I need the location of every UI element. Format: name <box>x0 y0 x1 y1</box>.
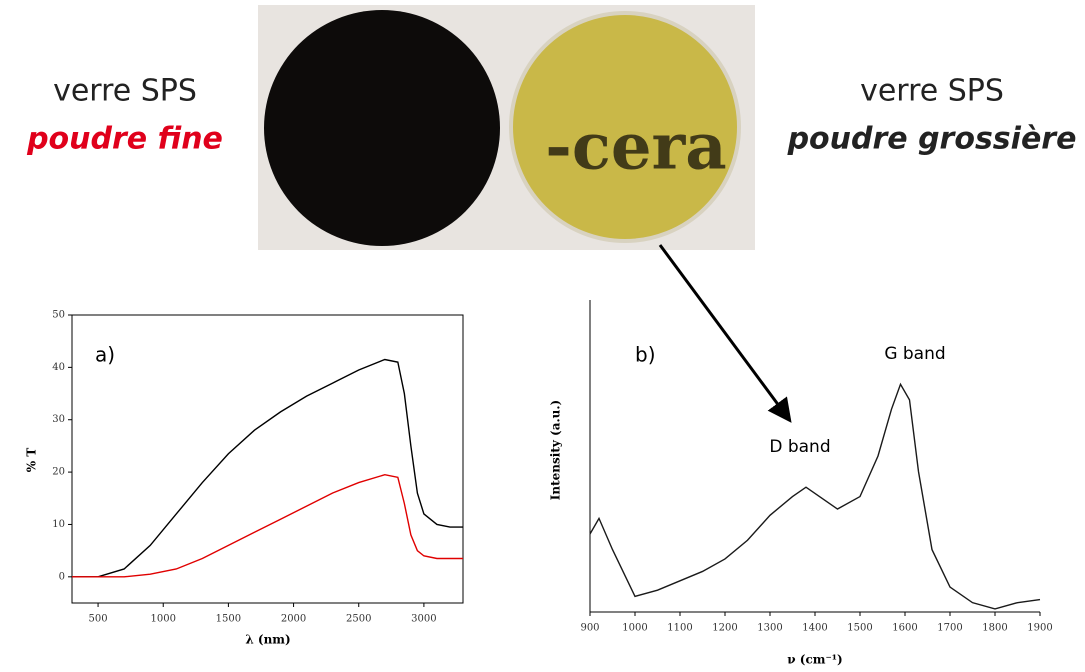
x-tick-label: 1200 <box>712 623 737 634</box>
data-line <box>589 382 1041 610</box>
x-tick-label: 1400 <box>802 623 827 634</box>
y-axis-label: Intensity (a.u.) <box>549 400 563 500</box>
x-tick-label: 2500 <box>346 614 371 625</box>
x-tick-label: 1700 <box>937 623 962 634</box>
x-tick-label: 1900 <box>1027 623 1052 634</box>
y-tick-label: 0 <box>59 571 65 582</box>
black-disk <box>264 10 500 246</box>
y-tick-label: 30 <box>52 414 65 425</box>
right-label-sub: poudre grossière <box>787 122 1077 157</box>
x-tick-label: 2000 <box>281 614 306 625</box>
y-tick-label: 50 <box>52 310 65 321</box>
x-tick-label: 500 <box>89 614 108 625</box>
left-label-sub: poudre fine <box>26 122 223 157</box>
left-label: verre SPS <box>53 74 197 109</box>
x-tick-label: 1000 <box>622 623 647 634</box>
y-tick-label: 20 <box>52 467 65 478</box>
x-tick-label: 1600 <box>892 623 917 634</box>
y-tick-label: 10 <box>52 519 65 530</box>
data-line <box>72 358 463 578</box>
panel-label: a) <box>95 343 115 367</box>
right-label: verre SPS <box>860 74 1004 109</box>
annotation: D band <box>769 437 830 457</box>
x-tick-label: 1300 <box>757 623 782 634</box>
plot-frame <box>71 314 464 604</box>
x-tick-label: 1500 <box>216 614 241 625</box>
x-axis-label: λ (nm) <box>245 633 290 647</box>
x-tick-label: 1500 <box>847 623 872 634</box>
photo-text: -cera <box>545 110 726 185</box>
x-axis-label: ν (cm⁻¹) <box>787 653 842 667</box>
y-tick-label: 40 <box>52 362 65 373</box>
x-tick-label: 1100 <box>667 623 692 634</box>
yellow-disk <box>509 11 741 243</box>
x-tick-label: 1800 <box>982 623 1007 634</box>
arrow <box>658 244 792 423</box>
panel-label: b) <box>635 343 656 367</box>
x-tick-label: 900 <box>580 623 599 634</box>
data-line <box>72 473 463 578</box>
x-tick-label: 3000 <box>411 614 436 625</box>
annotation: G band <box>884 344 945 364</box>
x-tick-label: 1000 <box>151 614 176 625</box>
y-axis-label: % T <box>25 448 39 473</box>
